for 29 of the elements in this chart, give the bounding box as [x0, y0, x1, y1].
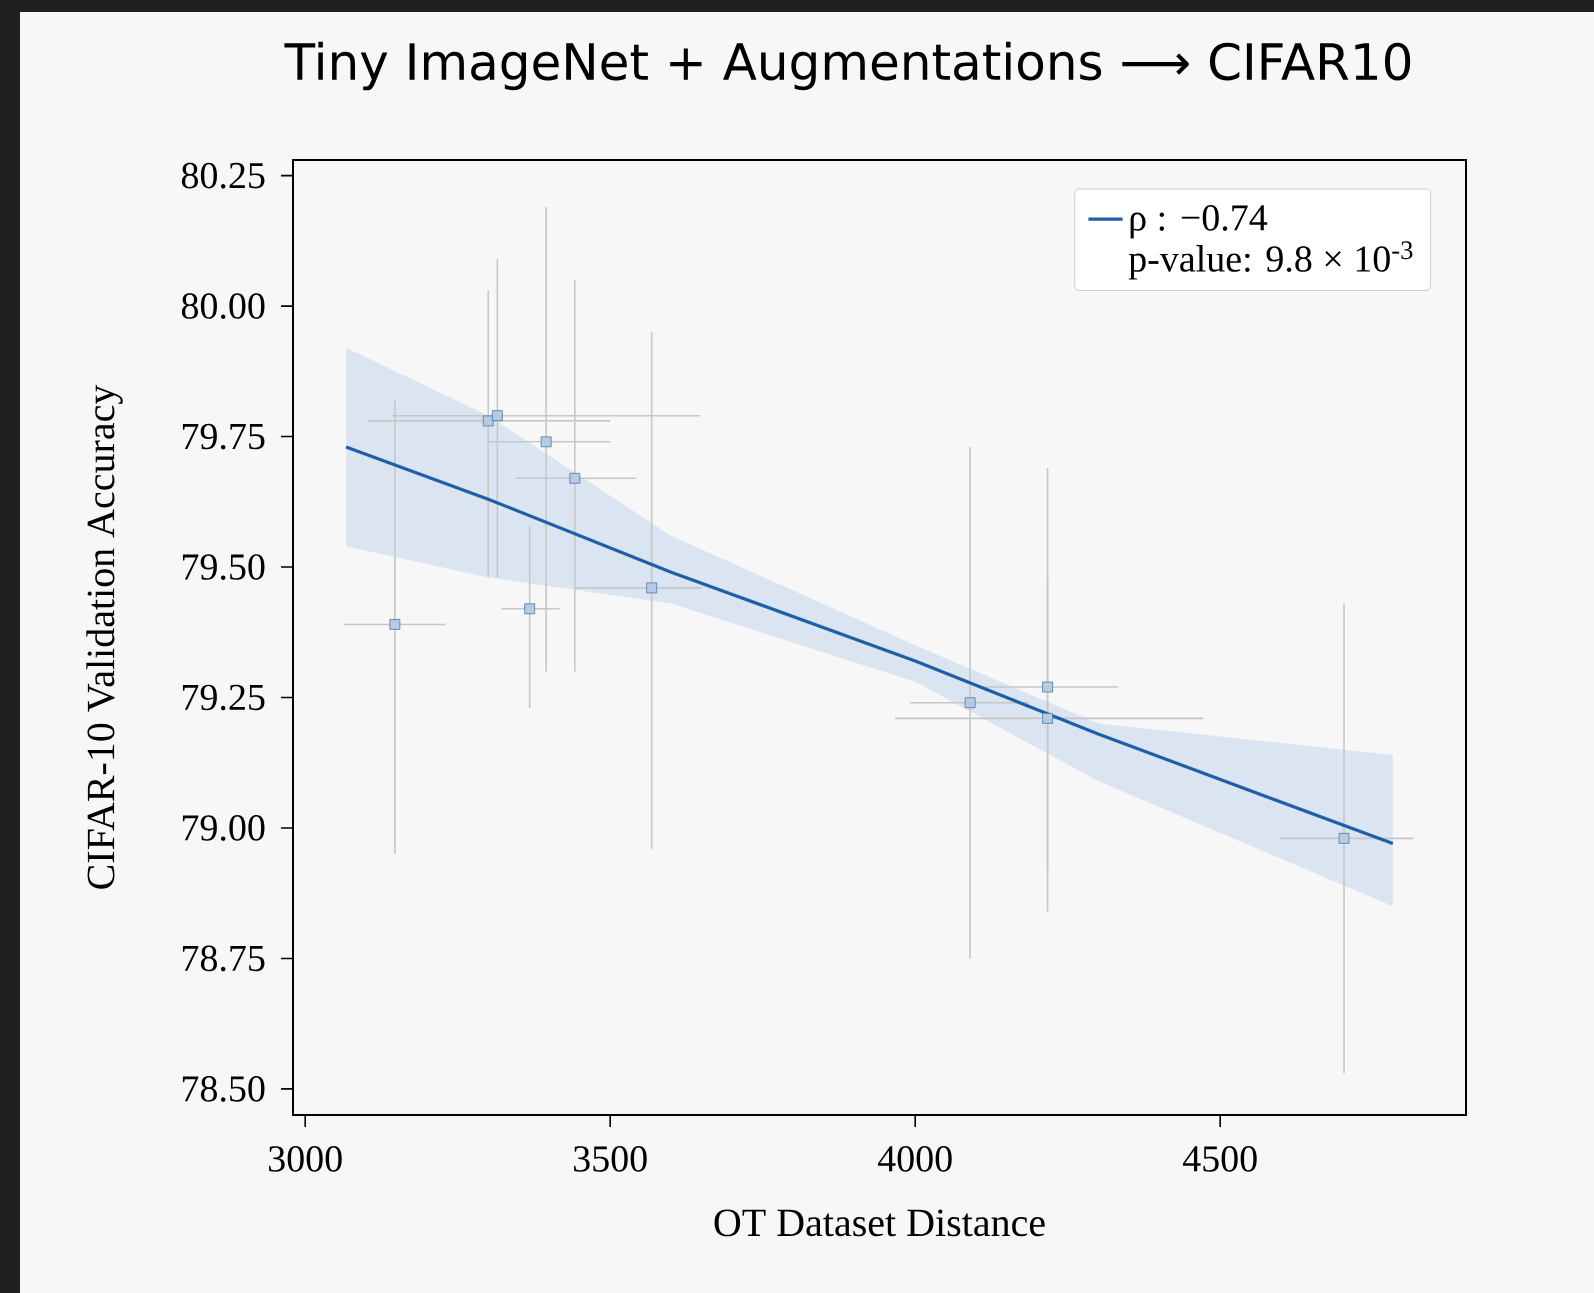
x-tick-label: 4000 [877, 1146, 952, 1172]
point [491, 410, 503, 422]
point [646, 582, 658, 594]
y-axis-title: CIFAR-10 Validation Accuracy [86, 384, 123, 889]
x-tick-label: 3000 [269, 1146, 342, 1172]
point [524, 603, 536, 615]
line-series [344, 445, 1395, 846]
point [1042, 681, 1053, 693]
y-tick-label: 78.50 [182, 1076, 265, 1102]
point [540, 436, 552, 448]
y-tick-label: 78.75 [182, 945, 265, 972]
x-tick-label: 3500 [574, 1146, 647, 1172]
y-tick-label: 80.00 [181, 293, 265, 319]
point [1338, 833, 1350, 844]
y-tick-label: 80.25 [181, 162, 265, 189]
chart-title: Tiny ImageNet + Augmentations ⟶ CIFAR10 [284, 41, 1411, 91]
point [482, 415, 494, 427]
point [389, 619, 401, 630]
y-tick-label: 79.75 [182, 423, 265, 450]
point [569, 472, 581, 484]
y-tick-label: 79.25 [182, 684, 265, 711]
annotation: p-value: 9.8 × 10$^{-3}$ [1128, 241, 1413, 280]
x-axis-title: OT Dataset Distance [714, 1209, 1045, 1237]
legend-label: ρ : −0.74 [1130, 205, 1268, 239]
y-tick-label: 79.50 [182, 554, 265, 580]
point [964, 697, 976, 709]
x-tick-label: 4500 [1182, 1146, 1257, 1172]
y-tick-label: 79.00 [182, 815, 265, 841]
point [1042, 712, 1053, 724]
